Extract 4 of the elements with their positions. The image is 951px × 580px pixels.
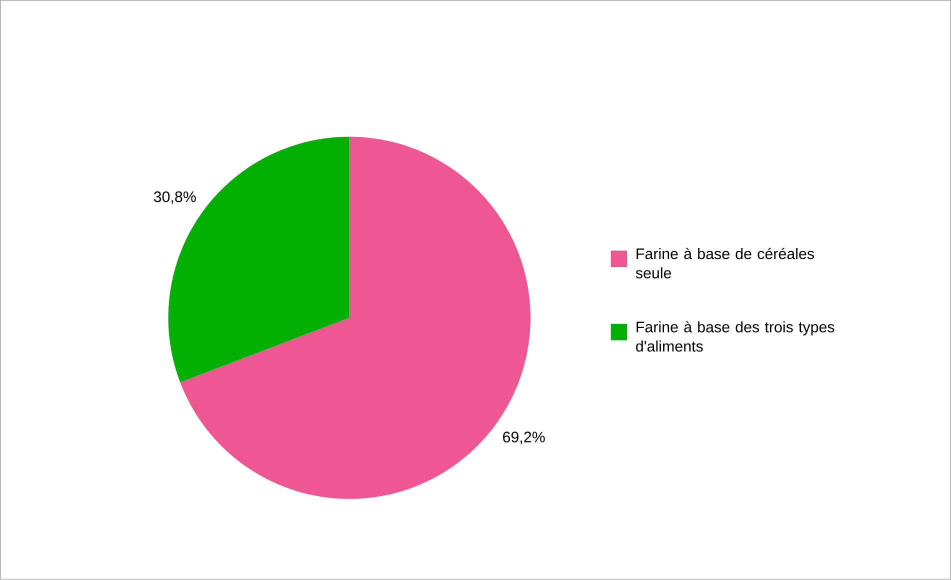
data-label: 69,2% [503, 432, 545, 444]
data-label: 30,8% [154, 192, 196, 204]
legend-label: Farine à base de céréales seule [636, 248, 814, 279]
legend-label: Farine à base des trois types d'aliments [636, 321, 834, 352]
